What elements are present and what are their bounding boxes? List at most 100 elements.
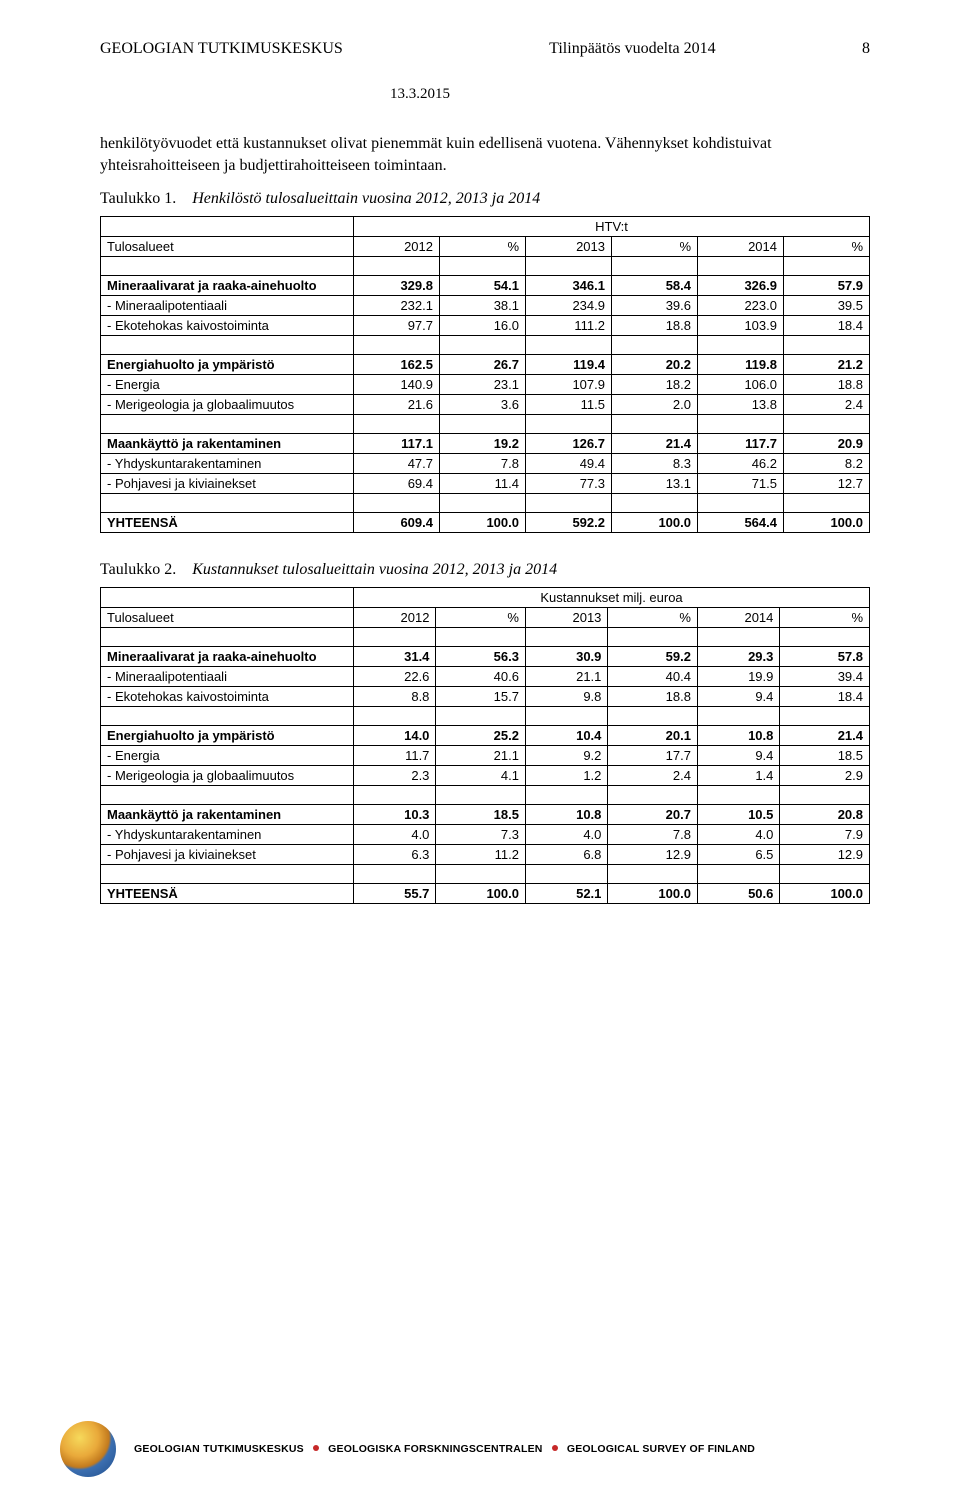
table-cell: 19.2 [440,434,526,454]
table-column-header: Tulosalueet2012%2013%2014% [101,608,870,628]
table-cell [436,628,526,647]
table-cell: 329.8 [354,276,440,296]
page: GEOLOGIAN TUTKIMUSKESKUS Tilinpäätös vuo… [0,0,960,1497]
table-cell: - Energia [101,375,354,395]
table-cell: 2.3 [354,766,436,786]
table-cell: 2.4 [784,395,870,415]
table-cell: 100.0 [608,884,698,904]
footer-org-fi: GEOLOGIAN TUTKIMUSKESKUS [134,1443,304,1455]
table-row: - Mineraalipotentiaali232.138.1234.939.6… [101,296,870,316]
table-cell [101,494,354,513]
table-cell: 14.0 [354,726,436,746]
table-row: - Energia11.721.19.217.79.418.5 [101,746,870,766]
table-cell: 31.4 [354,647,436,667]
table-spacer-row [101,628,870,647]
table-column-label: Tulosalueet [101,608,354,628]
table-cell [526,415,612,434]
table-cell: 6.3 [354,845,436,865]
table-cell [525,865,607,884]
table-cell: YHTEENSÄ [101,884,354,904]
table-row: - Merigeologia ja globaalimuutos2.34.11.… [101,766,870,786]
table-cell [354,707,436,726]
table-cell: 47.7 [354,454,440,474]
table1-caption-label: Taulukko 1. [100,190,176,207]
table-cell: 4.0 [525,825,607,845]
table-cell: 39.5 [784,296,870,316]
table-cell [525,628,607,647]
table-cell: 2.0 [612,395,698,415]
table-cell: 52.1 [525,884,607,904]
table-cell [608,628,698,647]
table-cell: 20.8 [780,805,870,825]
table-cell: 4.1 [436,766,526,786]
table-cell: 21.6 [354,395,440,415]
table-cell: - Ekotehokas kaivostoiminta [101,316,354,336]
table-row: YHTEENSÄ609.4100.0592.2100.0564.4100.0 [101,513,870,533]
table-cell: 12.9 [608,845,698,865]
table-cell [101,217,354,237]
table-cell: 2.9 [780,766,870,786]
table-cell: 126.7 [526,434,612,454]
table-cell [101,257,354,276]
table-cell: - Pohjavesi ja kiviainekset [101,845,354,865]
table2-caption: Taulukko 2. Kustannukset tulosalueittain… [100,561,870,579]
table-cell [698,336,784,355]
table-cell: 21.4 [612,434,698,454]
table-cell: 21.1 [525,667,607,687]
table1-caption: Taulukko 1. Henkilöstö tulosalueittain v… [100,190,870,208]
table-cell: 19.9 [697,667,779,687]
table-cell: 40.4 [608,667,698,687]
table-cell [101,336,354,355]
table-row: - Yhdyskuntarakentaminen47.77.849.48.346… [101,454,870,474]
table-cell: - Yhdyskuntarakentaminen [101,454,354,474]
table-cell: 21.4 [780,726,870,746]
table-cell: - Yhdyskuntarakentaminen [101,825,354,845]
table-sup-header-text: HTV:t [354,217,870,237]
table-cell: 106.0 [698,375,784,395]
table-cell: 346.1 [526,276,612,296]
table-cell: Mineraalivarat ja raaka-ainehuolto [101,647,354,667]
table-row: Mineraalivarat ja raaka-ainehuolto31.456… [101,647,870,667]
header-date: 13.3.2015 [390,86,870,103]
table-cell [101,588,354,608]
table-cell [780,628,870,647]
table-cell: 57.9 [784,276,870,296]
table-cell [697,628,779,647]
table-cell: 7.8 [440,454,526,474]
table-cell [608,707,698,726]
table-column-name: % [436,608,526,628]
table-cell [697,865,779,884]
table-column-name: % [784,237,870,257]
table-spacer-row [101,257,870,276]
table-sup-header-text: Kustannukset milj. euroa [354,588,870,608]
table1: HTV:tTulosalueet2012%2013%2014%Mineraali… [100,216,870,533]
table-cell: 9.8 [525,687,607,707]
table-cell: 1.2 [525,766,607,786]
table-cell [698,415,784,434]
table-cell: 9.4 [697,746,779,766]
table-row: Maankäyttö ja rakentaminen10.318.510.820… [101,805,870,825]
table-cell: 39.6 [612,296,698,316]
table-cell: 18.4 [784,316,870,336]
table-cell: 22.6 [354,667,436,687]
table-cell: 13.1 [612,474,698,494]
table-cell: 18.2 [612,375,698,395]
table-cell: 58.4 [612,276,698,296]
table-spacer-row [101,786,870,805]
table-cell [354,628,436,647]
table-cell: 223.0 [698,296,784,316]
table-cell: 21.1 [436,746,526,766]
table-cell [440,494,526,513]
table-cell: 56.3 [436,647,526,667]
table-cell [354,415,440,434]
table-cell [780,707,870,726]
table-row: - Merigeologia ja globaalimuutos21.63.61… [101,395,870,415]
table-cell: 10.4 [525,726,607,746]
table-cell: - Merigeologia ja globaalimuutos [101,766,354,786]
table-cell: 21.2 [784,355,870,375]
table-cell [101,786,354,805]
table-column-name: 2013 [525,608,607,628]
table-cell: 564.4 [698,513,784,533]
table-row: - Energia140.923.1107.918.2106.018.8 [101,375,870,395]
separator-dot-icon [552,1445,558,1451]
